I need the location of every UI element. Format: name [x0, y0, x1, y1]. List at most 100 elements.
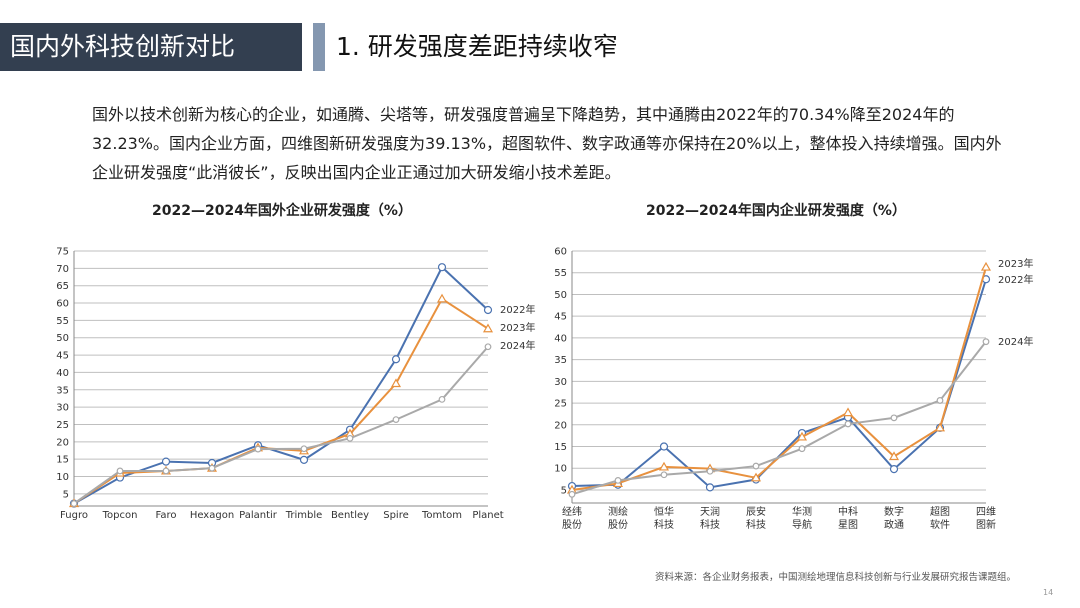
y-tick-label: 60	[554, 247, 567, 258]
data-point	[796, 431, 808, 441]
data-point	[346, 434, 354, 442]
data-point	[568, 490, 576, 498]
data-point	[254, 445, 262, 453]
data-point	[658, 461, 670, 471]
x-tick-label: Planet	[472, 510, 503, 521]
y-tick-label: 30	[56, 403, 69, 414]
x-tick-label: 中科	[838, 505, 858, 518]
x-tick-label: 天润	[700, 505, 720, 518]
y-tick-label: 45	[56, 351, 69, 362]
data-point	[391, 355, 401, 364]
data-point	[842, 407, 854, 417]
y-tick-label: 25	[554, 399, 567, 410]
y-tick-label: 5	[63, 489, 69, 500]
body-paragraph: 国外以技术创新为核心的企业，如通腾、尖塔等，研发强度普遍呈下降趋势，其中通腾由2…	[92, 105, 1002, 182]
y-tick-label: 50	[554, 290, 567, 301]
x-tick-label: 图新	[976, 518, 996, 531]
x-tick-label: 辰安	[746, 505, 766, 518]
y-tick-label: 70	[56, 264, 69, 275]
data-point	[798, 445, 806, 453]
data-point	[161, 457, 171, 466]
x-tick-label: 股份	[608, 519, 628, 531]
y-tick-label: 10	[554, 464, 567, 475]
series-line	[73, 265, 489, 505]
y-tick-label: 35	[56, 385, 69, 396]
data-point	[436, 293, 448, 303]
x-tick-label: Tomtom	[421, 510, 462, 521]
data-point	[936, 397, 944, 404]
x-tick-label: 数字	[884, 505, 904, 518]
series-line	[73, 346, 489, 505]
y-tick-label: 50	[56, 333, 69, 344]
x-tick-label: 科技	[654, 518, 674, 531]
data-point	[208, 464, 216, 472]
data-point	[980, 261, 992, 271]
data-point	[162, 467, 170, 475]
data-point	[706, 467, 714, 475]
series-label: 2024年	[998, 335, 1033, 348]
data-point	[614, 477, 622, 484]
y-tick-label: 15	[554, 442, 567, 453]
data-point	[705, 483, 715, 492]
data-point	[300, 445, 308, 453]
chart-title-foreign: 2022—2024年国外企业研发强度（%）	[152, 203, 412, 219]
series-line	[73, 297, 489, 505]
section-title: 国内外科技创新对比	[0, 23, 302, 71]
y-tick-label: 65	[56, 281, 69, 292]
data-point	[752, 462, 760, 470]
data-point	[116, 467, 124, 475]
y-tick-label: 40	[554, 333, 567, 344]
data-point	[390, 378, 402, 388]
y-tick-label: 35	[554, 355, 567, 366]
data-point	[890, 414, 898, 422]
x-tick-label: 股份	[562, 519, 582, 531]
x-tick-label: 政通	[884, 518, 904, 531]
x-tick-label: Fugro	[60, 510, 88, 521]
y-tick-label: 15	[56, 455, 69, 466]
y-tick-label: 25	[56, 420, 69, 431]
title-divider	[313, 23, 325, 71]
x-tick-label: Trimble	[285, 510, 323, 521]
x-tick-label: 软件	[930, 518, 950, 531]
x-tick-label: Bentley	[331, 510, 369, 521]
data-point	[982, 338, 990, 346]
x-tick-label: Topcon	[102, 510, 138, 521]
series-line	[571, 341, 987, 496]
series-label: 2022年	[998, 273, 1033, 286]
data-point	[484, 343, 492, 351]
data-point	[660, 471, 668, 479]
y-tick-label: 10	[56, 472, 69, 483]
series-label: 2024年	[500, 339, 535, 352]
x-tick-label: 星图	[838, 519, 858, 531]
y-tick-label: 5	[561, 485, 567, 496]
page-number: 14	[1043, 588, 1054, 597]
y-tick-label: 30	[554, 377, 567, 388]
data-point	[889, 465, 899, 474]
series-label: 2022年	[500, 303, 535, 316]
x-tick-label: 恒华	[654, 505, 674, 518]
data-point	[483, 305, 493, 315]
y-tick-label: 45	[554, 312, 567, 323]
x-tick-label: 科技	[746, 518, 766, 531]
y-tick-label: 75	[56, 247, 69, 258]
x-tick-label: 导航	[792, 518, 812, 531]
y-tick-label: 20	[56, 437, 69, 448]
data-point	[482, 323, 494, 333]
x-tick-label: 经纬	[562, 505, 582, 518]
data-point	[888, 451, 900, 461]
x-tick-label: Palantir	[239, 510, 278, 521]
y-tick-label: 55	[554, 268, 567, 279]
x-tick-label: Spire	[383, 510, 409, 521]
x-tick-label: 华测	[792, 505, 812, 518]
data-point	[438, 395, 446, 403]
data-point	[70, 500, 78, 507]
x-tick-label: Hexagon	[190, 510, 234, 521]
x-tick-label: 测绘	[608, 505, 628, 518]
data-point	[750, 472, 762, 482]
y-tick-label: 60	[56, 299, 69, 310]
data-point	[659, 442, 669, 451]
series-label: 2023年	[500, 321, 535, 334]
data-point	[437, 263, 447, 272]
y-tick-label: 20	[554, 420, 567, 431]
